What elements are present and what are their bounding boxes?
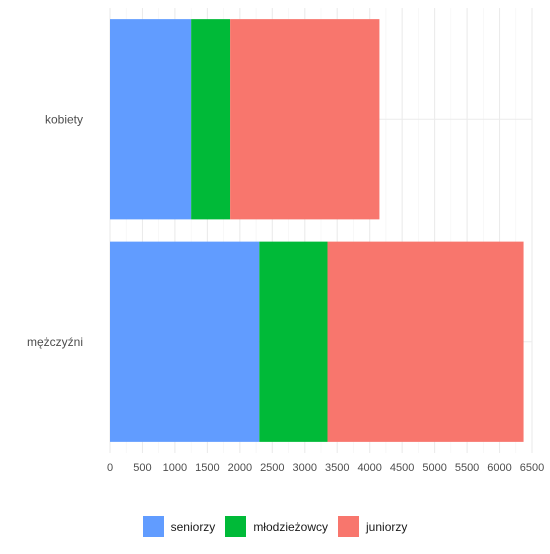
y-category-label: kobiety [45, 112, 83, 126]
legend: seniorzy młodzieżowcy juniorzy [0, 516, 550, 537]
legend-swatch-seniorzy [142, 516, 164, 537]
legend-label-seniorzy: seniorzy [170, 519, 216, 534]
x-tick-label: 4000 [357, 462, 381, 474]
x-tick-label: 6000 [487, 462, 511, 474]
bar-seniorzy-mężczyźni [110, 241, 260, 442]
x-tick-label: 4500 [390, 462, 414, 474]
legend-item-mlodziezowcy: młodzieżowcy [225, 516, 328, 537]
legend-item-seniorzy: seniorzy [142, 516, 216, 537]
x-tick-label: 1000 [163, 462, 187, 474]
legend-item-juniorzy: juniorzy [338, 516, 407, 537]
x-tick-label: 3000 [293, 462, 317, 474]
legend-label-mlodziezowcy: młodzieżowcy [253, 519, 329, 534]
x-tick-label: 5500 [455, 462, 479, 474]
x-tick-label: 5000 [422, 462, 446, 474]
x-tick-label: 500 [133, 462, 151, 474]
x-tick-label: 0 [107, 462, 113, 474]
bar-młodzieżowcy-mężczyźni [259, 241, 328, 442]
x-tick-label: 1500 [195, 462, 219, 474]
bar-seniorzy-kobiety [110, 19, 192, 220]
x-tick-label: 3500 [325, 462, 349, 474]
axis-labels: 0 500 1000 1500 2000 2500 3000 3500 4000 4500 5000… [27, 112, 544, 474]
x-tick-label: 6500 [520, 462, 544, 474]
stacked-bar-chart: 0 500 1000 1500 2000 2500 3000 3500 4000 4500 5000… [27, 8, 544, 474]
y-category-label: mężczyźni [27, 335, 83, 349]
x-tick-label: 2000 [228, 462, 252, 474]
bar-młodzieżowcy-kobiety [191, 19, 231, 220]
legend-label-juniorzy: juniorzy [366, 519, 408, 534]
legend-swatch-mlodziezowcy [225, 516, 247, 537]
bar-juniorzy-kobiety [230, 19, 380, 220]
bar-juniorzy-mężczyźni [327, 241, 524, 442]
bars [110, 19, 524, 442]
x-tick-label: 2500 [260, 462, 284, 474]
legend-swatch-juniorzy [338, 516, 360, 537]
